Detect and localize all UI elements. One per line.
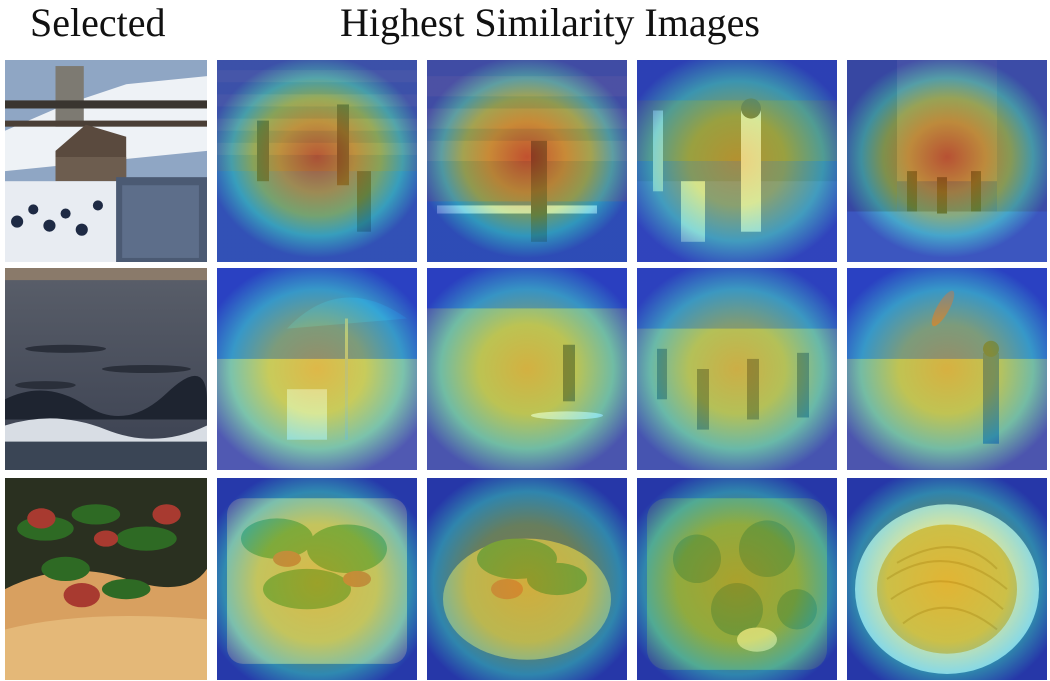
selected-column-header: Selected (30, 0, 166, 45)
similar-image-baseball-batter (637, 60, 837, 262)
similar-image-broccoli-dish (637, 478, 837, 680)
similar-image-beach-umbrella (217, 268, 417, 470)
selected-image-ski-resort (5, 60, 207, 262)
similarity-column-header: Highest Similarity Images (340, 0, 760, 45)
similar-image-beach-crowd (637, 268, 837, 470)
similar-image-spaghetti-plate (847, 478, 1047, 680)
similar-image-open-sandwich (427, 478, 627, 680)
selected-image-ocean-waves (5, 268, 207, 470)
selected-image-flatbread-arugula (5, 478, 207, 680)
similar-image-paddleboarder (427, 268, 627, 470)
similar-image-kite-flyer (847, 268, 1047, 470)
similar-image-tennis-match (427, 60, 627, 262)
similar-image-street-cyclists (847, 60, 1047, 262)
similar-image-grandstand-crowd (217, 60, 417, 262)
similar-image-pizza-greens (217, 478, 417, 680)
